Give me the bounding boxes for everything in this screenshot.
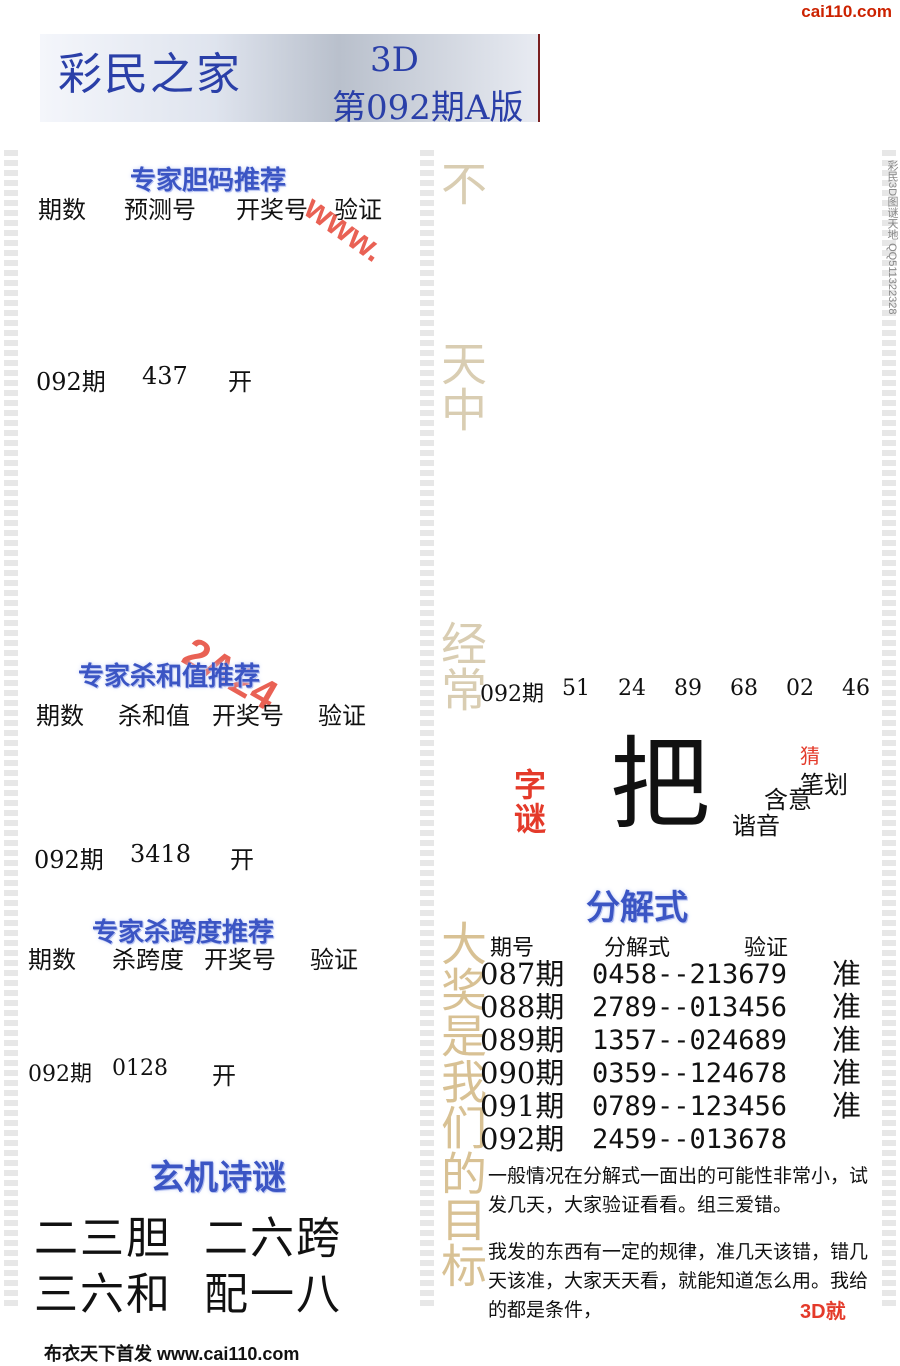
span-col-period: 期数 [28,946,76,974]
pair-number: 89 [674,676,702,701]
side-strip-text: 彩民3D图谜天地 QQ511322328 [886,160,898,315]
sum-col-pred: 杀和值 [118,702,190,730]
footer-text: 布衣天下首发 www.cai110.com [44,1344,300,1364]
sum-row-period: 092期 [34,846,104,874]
span-row-pred: 0128 [112,1056,168,1081]
decomp-formula: 0359--124678 [592,1058,788,1089]
decomp-formula: 0458--213679 [592,959,788,990]
decomp-period: 092期 [480,1122,565,1156]
riddle-side-homophone: 谐音 [732,812,780,840]
dan-col-period: 期数 [38,196,86,224]
decomp-period: 088期 [480,990,565,1024]
decomp-col-period: 期号 [490,936,535,961]
span-col-verify: 验证 [310,946,358,974]
table-row: 089期 1357--024689 准 [480,1024,870,1057]
pairs-list: 51 24 89 68 02 46 [562,676,870,701]
decomp-heading: 分解式 [586,889,688,927]
decomp-formula: 2459--013678 [592,1124,788,1155]
riddle-side-guess: 猜 [800,744,820,768]
pair-number: 24 [618,676,646,701]
header-game: 3D [370,40,419,80]
decomp-note-1: 一般情况在分解式一面出的可能性非常小，试发几天，大家验证看看。组三爱错。 [488,1166,869,1216]
dan-col-verify: 验证 [334,196,382,224]
span-row-draw: 开 [212,1062,236,1090]
riddle-label: 字谜 [514,767,547,837]
decomp-formula: 2789--013456 [592,992,788,1023]
header-title: 彩民之家 [58,49,242,100]
side-strip-left [4,150,18,1310]
decomp-note-tag: 3D就 [800,1301,846,1323]
vertical-text-a: 不 [434,160,488,206]
sum-row-pred: 3418 [130,840,192,868]
decomp-verify: 准 [832,957,862,991]
pairs-period: 092期 [480,682,544,707]
riddle-side-meaning: 含意 [764,786,812,814]
pair-number: 02 [786,676,814,701]
decomp-formula: 1357--024689 [592,1025,788,1056]
span-heading: 专家杀跨度推荐 [92,917,275,947]
dan-col-pred: 预测号 [124,196,196,224]
vertical-text-b: 天中 [434,340,488,432]
riddle-char: 把 [610,726,710,843]
dan-row-period: 092期 [36,368,106,396]
decomp-period: 090期 [480,1056,565,1090]
riddle-side-stroke: 笔划 [800,771,848,799]
table-row: 091期 0789--123456 准 [480,1090,870,1123]
decomp-period: 091期 [480,1089,565,1123]
decomp-verify: 准 [832,1089,862,1123]
poem-heading: 玄机诗谜 [150,1159,286,1197]
dan-col-draw: 开奖号 [236,196,308,224]
sum-col-period: 期数 [36,702,84,730]
decomp-verify: 准 [832,990,862,1024]
table-row: 087期 0458--213679 准 [480,958,870,991]
span-col-draw: 开奖号 [204,946,276,974]
decomp-period: 089期 [480,1023,565,1057]
dan-row-pred: 437 [142,362,188,390]
span-row-period: 092期 [28,1062,92,1087]
pair-number: 51 [562,676,590,701]
decomp-formula: 0789--123456 [592,1091,788,1122]
sum-col-verify: 验证 [318,702,366,730]
decomp-table: 087期 0458--213679 准 088期 2789--013456 准 … [480,958,870,1156]
side-strip-right [882,150,896,1310]
decomp-period: 087期 [480,957,565,991]
poem-line-2: 三六和 配一八 [34,1269,342,1320]
dan-row-draw: 开 [228,368,252,396]
span-col-pred: 杀跨度 [112,946,184,974]
decomp-note-2: 我发的东西有一定的规律，准几天该错，错几天该准，大家天天看，就能知道怎么用。我给… [488,1242,869,1321]
decomp-verify: 准 [832,1056,862,1090]
pair-number: 46 [842,676,870,701]
side-strip-mid [420,150,434,1310]
decomp-verify: 准 [832,1023,862,1057]
vertical-text-d: 大奖是我们的目标 [434,920,488,1288]
sum-heading: 专家杀和值推荐 [78,661,261,691]
sum-row-draw: 开 [230,846,254,874]
table-row: 092期 2459--013678 [480,1123,870,1156]
dan-heading: 专家胆码推荐 [130,165,287,195]
decomp-col-verify: 验证 [744,936,789,961]
header-issue: 第092期A版 [332,88,524,128]
site-domain: cai110.com [801,2,892,21]
decomp-col-formula: 分解式 [604,936,671,961]
pair-number: 68 [730,676,758,701]
poem-line-1: 二三胆 二六跨 [34,1213,342,1264]
vertical-text-c: 经常 [434,620,488,712]
header-banner: 彩民之家 3D 第092期A版 [40,34,540,128]
table-row: 090期 0359--124678 准 [480,1057,870,1090]
sum-col-draw: 开奖号 [212,702,284,730]
table-row: 088期 2789--013456 准 [480,991,870,1024]
